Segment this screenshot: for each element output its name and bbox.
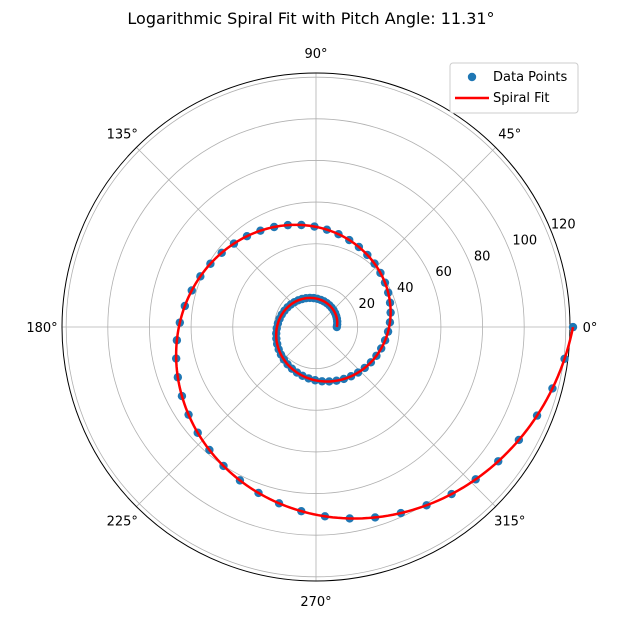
radial-tick-label: 60 bbox=[435, 265, 452, 280]
polar-grid bbox=[61, 72, 571, 582]
angle-tick-label: 90° bbox=[304, 47, 327, 62]
angle-tick-label: 180° bbox=[26, 321, 57, 336]
angle-tick-label: 225° bbox=[107, 515, 138, 530]
legend-frame bbox=[449, 62, 579, 114]
angle-tick-label: 270° bbox=[300, 595, 331, 610]
spiral-fit-line bbox=[174, 223, 575, 520]
angular-gridline bbox=[315, 326, 496, 507]
radial-tick-label: 40 bbox=[397, 281, 414, 296]
legend-marker-data-points bbox=[467, 72, 477, 82]
radial-tick-label: 120 bbox=[551, 217, 576, 232]
angle-tick-label: 315° bbox=[494, 515, 525, 530]
radial-tick-label: 80 bbox=[474, 249, 491, 264]
radial-tick-label: 100 bbox=[512, 233, 537, 248]
angle-tick-label: 0° bbox=[583, 321, 598, 336]
angle-tick-label: 45° bbox=[498, 127, 521, 142]
angular-gridline bbox=[136, 147, 317, 328]
radial-tick-label: 20 bbox=[358, 297, 375, 312]
angular-gridline bbox=[315, 147, 496, 328]
angle-tick-label: 135° bbox=[107, 127, 138, 142]
axis-ticks: 0° 45° 90° 135° 180° 225° 270° 315° 20 40 60 80 100 1… bbox=[26, 47, 597, 610]
data-point bbox=[568, 322, 578, 332]
legend: Data Points Spiral Fit bbox=[449, 62, 579, 114]
spiral-plot-area bbox=[171, 220, 578, 523]
legend-label-data-points: Data Points bbox=[493, 70, 567, 85]
legend-label-spiral-fit: Spiral Fit bbox=[493, 91, 549, 106]
angular-gridline bbox=[136, 326, 317, 507]
chart-title: Logarithmic Spiral Fit with Pitch Angle:… bbox=[127, 9, 494, 28]
